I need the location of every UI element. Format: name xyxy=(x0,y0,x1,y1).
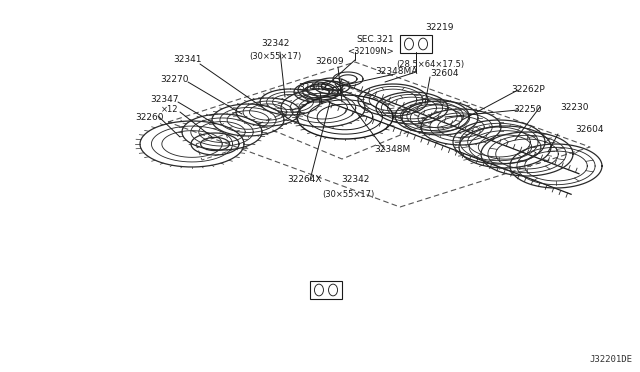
Text: 32609: 32609 xyxy=(316,58,344,67)
Text: 32230: 32230 xyxy=(561,103,589,112)
Text: 32250: 32250 xyxy=(514,105,542,113)
Text: (30×55×17): (30×55×17) xyxy=(249,52,301,61)
Text: SEC.321: SEC.321 xyxy=(356,35,394,45)
Text: 32262P: 32262P xyxy=(511,86,545,94)
Text: 32270: 32270 xyxy=(161,76,189,84)
Text: 32341: 32341 xyxy=(173,55,202,64)
Text: (30×55×17): (30×55×17) xyxy=(322,189,374,199)
Text: (28.5×64×17.5): (28.5×64×17.5) xyxy=(396,60,464,68)
Text: 32342: 32342 xyxy=(261,39,289,48)
Text: 32348M: 32348M xyxy=(374,145,410,154)
Text: ×12: ×12 xyxy=(161,106,179,115)
Text: 32440: 32440 xyxy=(298,83,326,92)
Text: 32348MA: 32348MA xyxy=(375,67,417,77)
Text: 32604: 32604 xyxy=(576,125,604,135)
Text: 32342: 32342 xyxy=(341,176,369,185)
Text: 32219: 32219 xyxy=(426,23,454,32)
Text: 32264X: 32264X xyxy=(288,176,323,185)
Text: 32347: 32347 xyxy=(151,96,179,105)
Text: <32109N>: <32109N> xyxy=(347,48,394,57)
Bar xyxy=(310,281,342,299)
Text: J32201DE: J32201DE xyxy=(589,355,632,364)
Bar xyxy=(400,35,432,53)
Text: 32260: 32260 xyxy=(136,112,164,122)
Text: 32604: 32604 xyxy=(431,70,460,78)
